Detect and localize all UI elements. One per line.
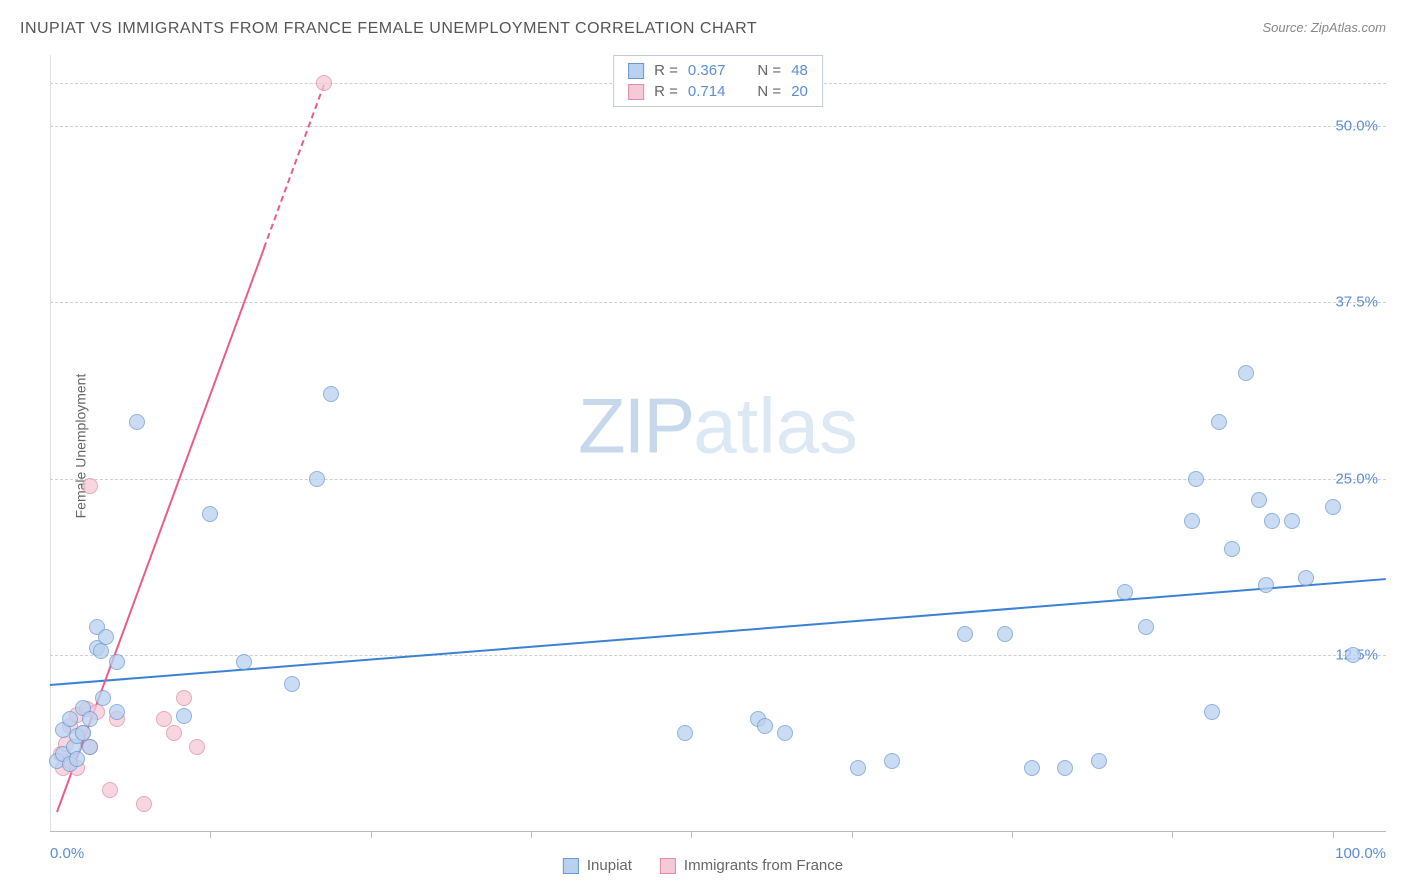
x-minor-tick bbox=[691, 832, 692, 838]
watermark: ZIPatlas bbox=[578, 380, 858, 471]
data-point bbox=[1204, 704, 1220, 720]
data-point bbox=[95, 690, 111, 706]
watermark-part2: atlas bbox=[693, 381, 858, 469]
r-label: R = bbox=[654, 83, 678, 100]
y-tick-label: 50.0% bbox=[1335, 117, 1378, 134]
data-point bbox=[1211, 414, 1227, 430]
data-point bbox=[1258, 577, 1274, 593]
data-point bbox=[757, 718, 773, 734]
legend-item: Immigrants from France bbox=[660, 857, 843, 874]
data-point bbox=[1024, 760, 1040, 776]
legend-swatch bbox=[628, 84, 644, 100]
data-point bbox=[316, 75, 332, 91]
y-tick-label: 37.5% bbox=[1335, 294, 1378, 311]
data-point bbox=[997, 626, 1013, 642]
watermark-part1: ZIP bbox=[578, 381, 693, 469]
legend-swatch bbox=[563, 858, 579, 874]
r-label: R = bbox=[654, 62, 678, 79]
grid-line bbox=[50, 126, 1386, 127]
x-minor-tick bbox=[371, 832, 372, 838]
r-value: 0.714 bbox=[688, 83, 726, 100]
data-point bbox=[82, 711, 98, 727]
data-point bbox=[93, 643, 109, 659]
data-point bbox=[677, 725, 693, 741]
grid-line bbox=[50, 302, 1386, 303]
data-point bbox=[69, 751, 85, 767]
chart-header: INUPIAT VS IMMIGRANTS FROM FRANCE FEMALE… bbox=[20, 20, 1386, 50]
legend-item: Inupiat bbox=[563, 857, 632, 874]
data-point bbox=[1251, 492, 1267, 508]
data-point bbox=[1138, 619, 1154, 635]
data-point bbox=[1184, 513, 1200, 529]
n-value: 20 bbox=[791, 83, 808, 100]
data-point bbox=[777, 725, 793, 741]
chart-title: INUPIAT VS IMMIGRANTS FROM FRANCE FEMALE… bbox=[20, 20, 757, 37]
data-point bbox=[1345, 647, 1361, 663]
data-point bbox=[236, 654, 252, 670]
data-point bbox=[309, 471, 325, 487]
legend-label: Inupiat bbox=[587, 857, 632, 874]
data-point bbox=[1117, 584, 1133, 600]
data-point bbox=[1325, 499, 1341, 515]
x-minor-tick bbox=[1333, 832, 1334, 838]
data-point bbox=[323, 386, 339, 402]
n-label: N = bbox=[757, 83, 781, 100]
data-point bbox=[102, 782, 118, 798]
data-point bbox=[156, 711, 172, 727]
x-tick-label: 100.0% bbox=[1335, 845, 1386, 862]
data-point bbox=[284, 676, 300, 692]
correlation-legend-row: R = 0.367 N = 48 bbox=[614, 60, 822, 81]
x-minor-tick bbox=[210, 832, 211, 838]
data-point bbox=[176, 690, 192, 706]
x-minor-tick bbox=[531, 832, 532, 838]
data-point bbox=[884, 753, 900, 769]
data-point bbox=[109, 704, 125, 720]
data-point bbox=[1264, 513, 1280, 529]
y-tick-label: 25.0% bbox=[1335, 470, 1378, 487]
data-point bbox=[957, 626, 973, 642]
data-point bbox=[1298, 570, 1314, 586]
data-point bbox=[1284, 513, 1300, 529]
data-point bbox=[1188, 471, 1204, 487]
x-axis-line bbox=[50, 831, 1386, 832]
data-point bbox=[129, 414, 145, 430]
data-point bbox=[176, 708, 192, 724]
data-point bbox=[82, 739, 98, 755]
grid-line bbox=[50, 479, 1386, 480]
legend-swatch bbox=[660, 858, 676, 874]
regression-line bbox=[50, 578, 1386, 686]
data-point bbox=[62, 711, 78, 727]
data-point bbox=[1091, 753, 1107, 769]
data-point bbox=[1057, 760, 1073, 776]
grid-line bbox=[50, 655, 1386, 656]
x-minor-tick bbox=[852, 832, 853, 838]
data-point bbox=[166, 725, 182, 741]
data-point bbox=[202, 506, 218, 522]
n-label: N = bbox=[757, 62, 781, 79]
data-point bbox=[82, 478, 98, 494]
data-point bbox=[109, 654, 125, 670]
legend-swatch bbox=[628, 63, 644, 79]
n-value: 48 bbox=[791, 62, 808, 79]
r-value: 0.367 bbox=[688, 62, 726, 79]
chart-plot-area: ZIPatlas 12.5%25.0%37.5%50.0%0.0%100.0%R… bbox=[50, 55, 1386, 832]
correlation-legend: R = 0.367 N = 48 R = 0.714 N = 20 bbox=[613, 55, 823, 107]
data-point bbox=[1224, 541, 1240, 557]
data-point bbox=[98, 629, 114, 645]
x-tick-label: 0.0% bbox=[50, 845, 84, 862]
correlation-legend-row: R = 0.714 N = 20 bbox=[614, 81, 822, 102]
source-attribution: Source: ZipAtlas.com bbox=[1262, 20, 1386, 35]
x-minor-tick bbox=[1172, 832, 1173, 838]
x-minor-tick bbox=[1012, 832, 1013, 838]
data-point bbox=[136, 796, 152, 812]
data-point bbox=[1238, 365, 1254, 381]
series-legend: Inupiat Immigrants from France bbox=[563, 857, 843, 874]
scatter-plot: ZIPatlas 12.5%25.0%37.5%50.0%0.0%100.0%R… bbox=[50, 55, 1386, 832]
legend-label: Immigrants from France bbox=[684, 857, 843, 874]
y-axis-line bbox=[50, 55, 51, 832]
data-point bbox=[850, 760, 866, 776]
regression-line bbox=[263, 84, 325, 248]
data-point bbox=[189, 739, 205, 755]
